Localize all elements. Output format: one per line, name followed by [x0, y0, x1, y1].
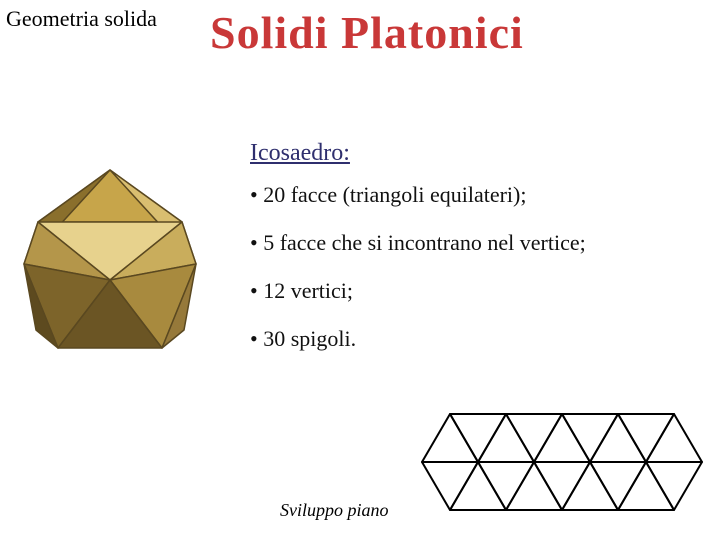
- list-item: • 12 vertici;: [250, 278, 586, 304]
- icosahedron-image: [10, 160, 210, 365]
- slide-topic: Geometria solida: [6, 6, 157, 32]
- properties-list: • 20 facce (triangoli equilateri); • 5 f…: [250, 182, 586, 374]
- net-caption: Sviluppo piano: [280, 500, 389, 521]
- list-item: • 5 facce che si incontrano nel vertice;: [250, 230, 586, 256]
- triangle-net-icon: [420, 412, 710, 512]
- slide-title: Solidi Platonici: [210, 6, 524, 59]
- list-item: • 30 spigoli.: [250, 326, 586, 352]
- icosahedron-icon: [10, 160, 210, 360]
- list-item: • 20 facce (triangoli equilateri);: [250, 182, 586, 208]
- solid-name: Icosaedro:: [250, 140, 350, 167]
- planar-net: [420, 412, 710, 517]
